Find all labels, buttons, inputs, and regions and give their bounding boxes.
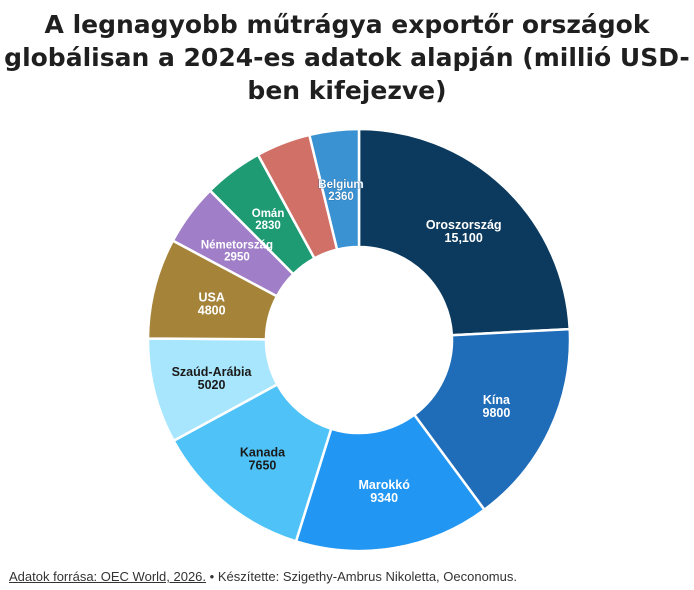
- slice-belgium: [308, 127, 361, 251]
- slice-label-marokko: Marokkó 9340: [358, 478, 410, 505]
- slice-label-belgium: Belgium 2360: [318, 179, 363, 203]
- slice-label-usa: USA 4800: [198, 291, 226, 318]
- slice-label-szaud-arabia: Szaúd-Arábia 5020: [172, 365, 253, 392]
- title-line-2: globálisan a 2024-es adatok alapján (mil…: [4, 43, 690, 72]
- slice-label-kina: Kína 9800: [483, 393, 511, 420]
- slice-oroszorszag: [357, 127, 571, 337]
- donut-slices: [146, 127, 572, 553]
- footer-credit: Készítette: Szigethy-Ambrus Nikoletta, O…: [217, 569, 517, 584]
- title-line-1: A legnagyobb műtrágya exportőr országok: [44, 10, 650, 39]
- title-line-3: ben kifejezve): [247, 76, 447, 105]
- slice-label-kanada: Kanada 7650: [240, 445, 286, 472]
- slice-kina: [413, 327, 572, 511]
- slice-marokko: [294, 413, 486, 553]
- donut-labels: Oroszország 15,100 Kína 9800 Marokkó 9340 Kana…: [172, 179, 511, 505]
- footer: Adatok forrása: OEC World, 2026. • Készí…: [9, 569, 517, 584]
- slice-label-nemetorszag: Németország 2950: [201, 239, 273, 263]
- chart-title: A legnagyobb műtrágya exportőr országok …: [0, 8, 694, 107]
- source-link[interactable]: Adatok forrása: OEC World, 2026.: [9, 569, 207, 584]
- slice-label-oroszorszag: Oroszország 15,100: [426, 218, 502, 245]
- slice-kanada: [172, 383, 333, 543]
- footer-separator: •: [209, 569, 215, 584]
- slice-label-oman: Omán 2830: [252, 208, 285, 232]
